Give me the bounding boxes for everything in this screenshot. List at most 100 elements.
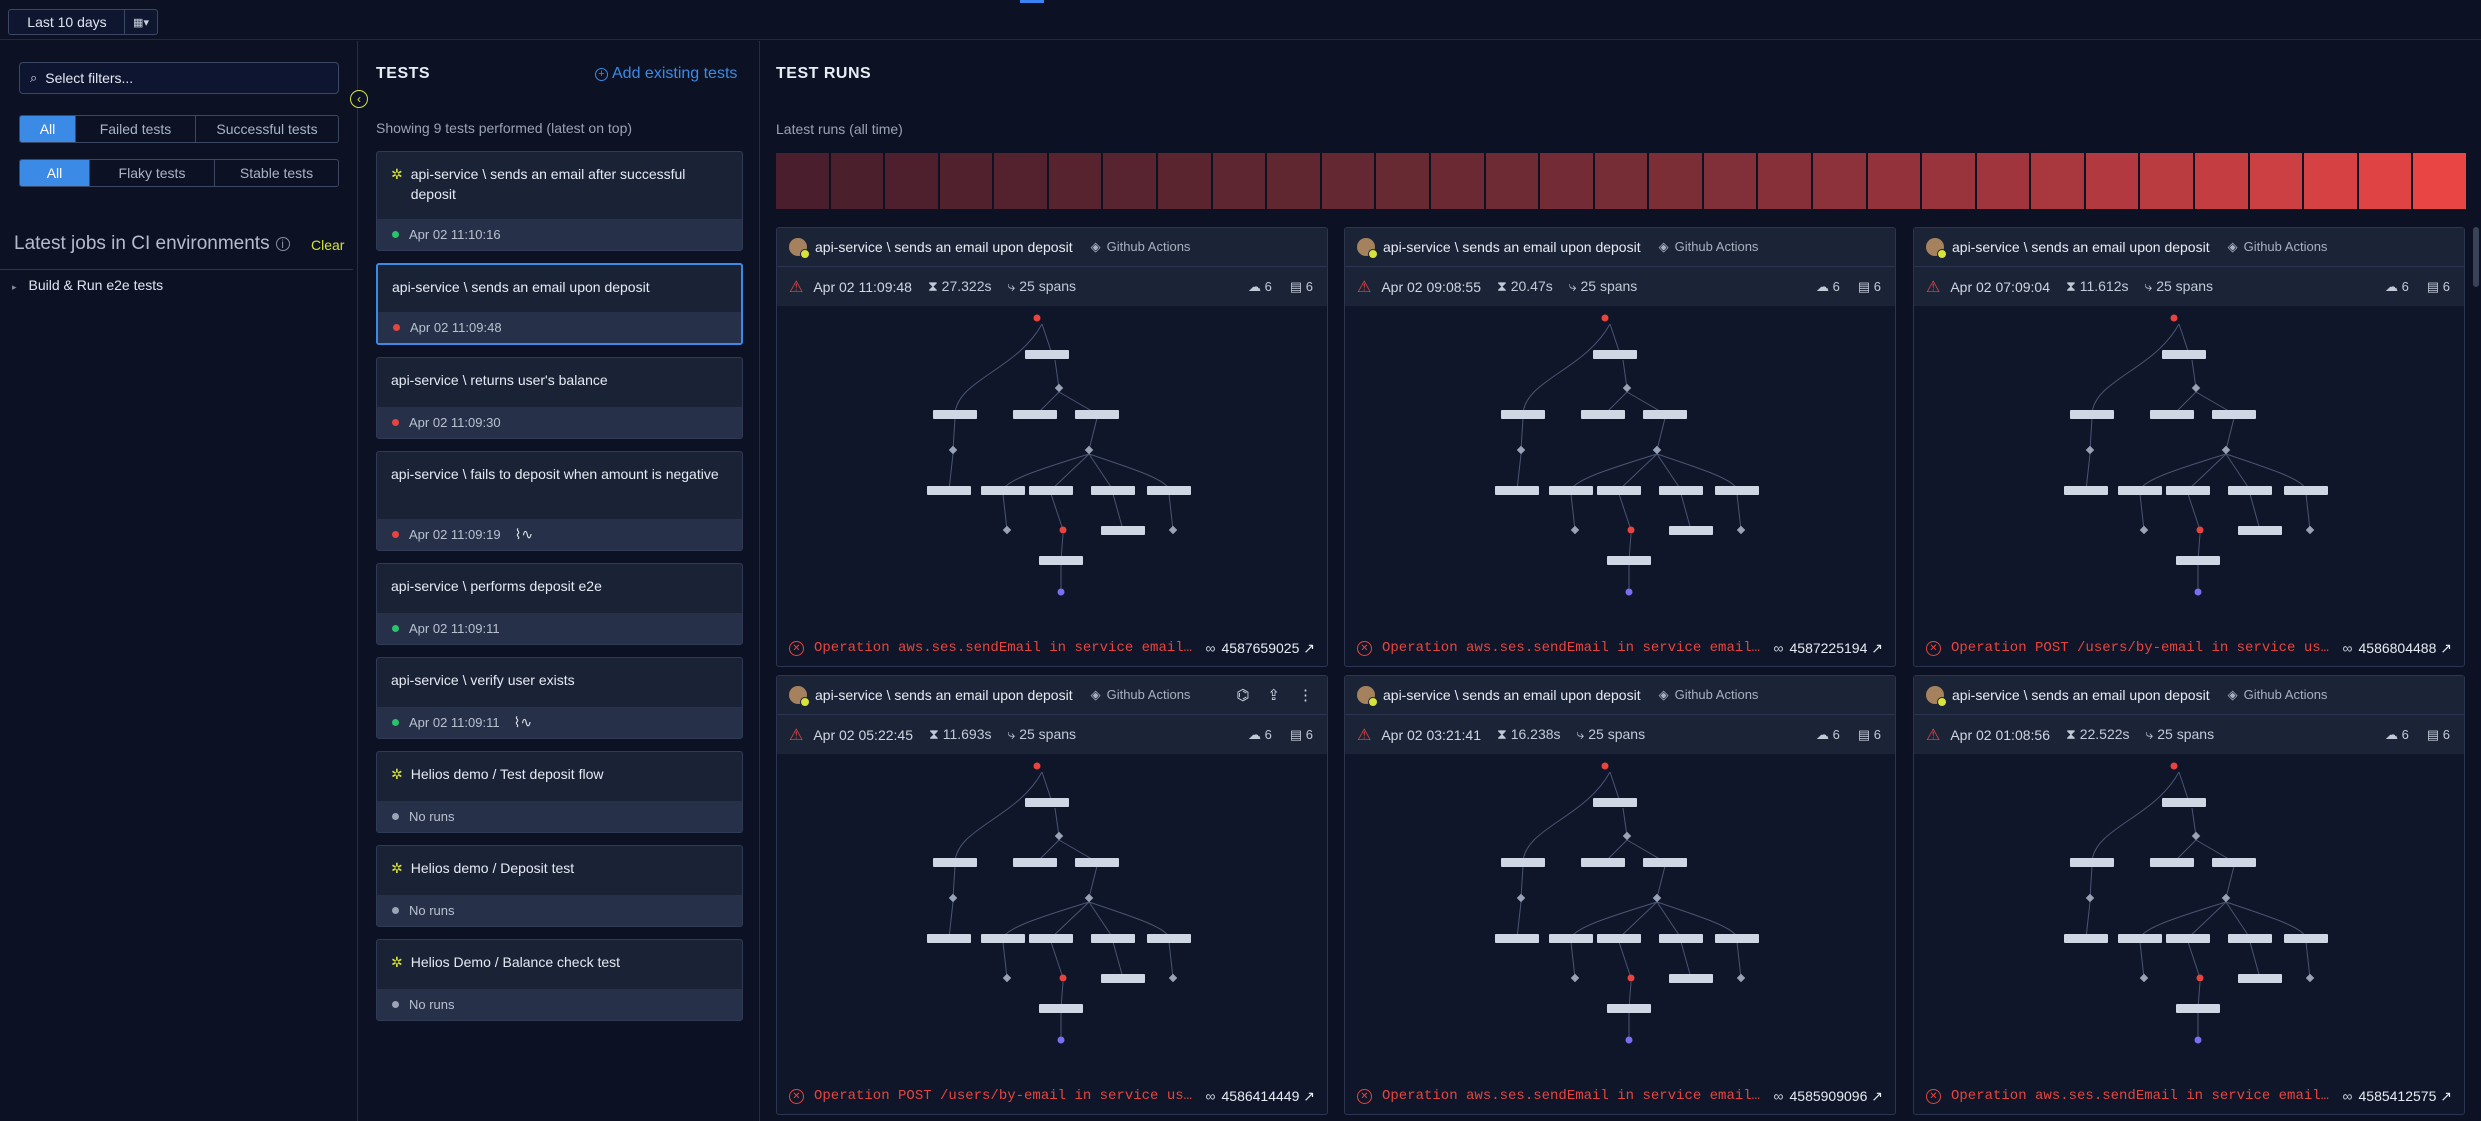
graph-view-icon[interactable]: ⌬ (1236, 687, 1250, 704)
scrollbar[interactable] (2473, 227, 2479, 287)
run-history-bar[interactable] (1867, 153, 1921, 209)
more-options-icon[interactable]: ⋮ (1298, 687, 1313, 704)
status-dot (392, 625, 399, 632)
warning-icon: ⚠ (1926, 278, 1941, 296)
run-history-bar[interactable] (1703, 153, 1757, 209)
run-history-bar[interactable] (994, 153, 1047, 209)
run-id-link[interactable]: ∞ 4587225194 ↗ (1774, 640, 1883, 657)
run-history-bar[interactable] (1922, 153, 1975, 209)
run-history-bar[interactable] (1376, 153, 1429, 209)
collapse-panel-button[interactable]: ‹ (350, 90, 368, 108)
tab-all-stability[interactable]: All (20, 160, 90, 186)
test-last-run: Apr 02 11:09:19 (409, 527, 501, 542)
run-history-bar[interactable] (1976, 153, 2030, 209)
trace-graph[interactable] (1345, 310, 1897, 630)
tab-successful-tests[interactable]: Successful tests (216, 121, 318, 137)
run-history-bar[interactable] (1267, 153, 1320, 209)
test-card[interactable]: ✲ Helios Demo / Balance check test No run… (376, 939, 743, 1021)
test-card[interactable]: ✲ Helios demo / Test deposit flow No runs (376, 751, 743, 833)
trace-graph[interactable] (777, 758, 1329, 1078)
infinity-icon: ∞ (1205, 1087, 1216, 1104)
avatar (1357, 238, 1378, 259)
run-history-bar[interactable] (1321, 153, 1375, 209)
test-card-title: ✲ Helios Demo / Balance check test (377, 940, 742, 972)
status-dot (393, 324, 400, 331)
add-existing-tests-link[interactable]: + Add existing tests (595, 65, 737, 83)
test-card[interactable]: ✲ api-service \ sends an email after succ… (376, 151, 743, 251)
run-history-bar[interactable] (1594, 153, 1648, 209)
run-history-bar[interactable] (2249, 153, 2303, 209)
ci-source: ◈ Github Actions (1659, 239, 1759, 255)
test-run-card[interactable]: api-service \ sends an email upon deposi… (1344, 675, 1896, 1115)
run-history-bar[interactable] (1758, 153, 1811, 209)
run-history-bar[interactable] (1048, 153, 1102, 209)
trace-graph[interactable] (1914, 758, 2466, 1078)
run-history-bar[interactable] (2358, 153, 2412, 209)
tab-all-status[interactable]: All (20, 116, 76, 142)
db-count-value: 6 (2442, 726, 2450, 742)
trace-graph[interactable] (777, 310, 1329, 630)
run-history-bar[interactable] (1485, 153, 1539, 209)
run-counts: ☁ 6 ▤ 6 (1816, 279, 1881, 295)
test-run-card[interactable]: api-service \ sends an email upon deposi… (776, 227, 1328, 667)
time-range-button[interactable]: Last 10 days (8, 9, 126, 35)
tab-failed-tests[interactable]: Failed tests (76, 116, 196, 142)
test-card[interactable]: api-service \ verify user exists Apr 02 … (376, 657, 743, 739)
run-duration-value: 11.612s (2079, 278, 2129, 294)
run-card-header: api-service \ sends an email upon deposi… (777, 228, 1327, 266)
trace-graph[interactable] (1345, 758, 1897, 1078)
test-run-card[interactable]: api-service \ sends an email upon deposi… (1913, 675, 2465, 1115)
run-history-bar[interactable] (1212, 153, 1266, 209)
run-history-bar[interactable] (1540, 153, 1593, 209)
tab-stable-tests[interactable]: Stable tests (239, 165, 314, 181)
test-card[interactable]: ✲ Helios demo / Deposit test No runs (376, 845, 743, 927)
run-history-bar[interactable] (1103, 153, 1157, 209)
ci-job-item[interactable]: ▸ Build & Run e2e tests (12, 277, 163, 293)
run-id-link[interactable]: ∞ 4585909096 ↗ (1774, 1088, 1883, 1105)
run-history-bar[interactable] (1812, 153, 1866, 209)
cloud-icon: ☁ (1816, 726, 1833, 742)
share-icon[interactable]: ⇪ (1267, 687, 1280, 704)
run-history-bar[interactable] (1158, 153, 1211, 209)
stability-filter-tabs: All Flaky tests Stable tests (19, 159, 339, 187)
trace-graph[interactable] (1914, 310, 2466, 630)
run-history-bar[interactable] (2140, 153, 2194, 209)
run-id-link[interactable]: ∞ 4585412575 ↗ (2343, 1088, 2452, 1105)
test-runs-panel: TEST RUNS Latest runs (all time) api-ser… (761, 41, 2481, 1121)
run-history-bar[interactable] (1649, 153, 1702, 209)
run-history-bar[interactable] (2031, 153, 2084, 209)
test-card[interactable]: api-service \ fails to deposit when amou… (376, 451, 743, 551)
run-duration-value: 16.238s (1510, 726, 1561, 742)
run-history-bar[interactable] (2304, 153, 2357, 209)
flaky-icon: ⌇∿ (513, 714, 533, 730)
run-history-bar[interactable] (776, 153, 829, 209)
run-error: ✕ Operation aws.ses.sendEmail in service… (777, 630, 1327, 666)
run-history-bar[interactable] (2195, 153, 2248, 209)
test-run-card[interactable]: api-service \ sends an email upon deposi… (776, 675, 1328, 1115)
test-card[interactable]: api-service \ sends an email upon deposi… (376, 263, 743, 345)
flaky-icon: ⌇∿ (514, 526, 534, 542)
clear-button[interactable]: Clear (311, 237, 345, 253)
run-history-bar[interactable] (2085, 153, 2139, 209)
run-history-bar[interactable] (2413, 153, 2466, 209)
test-last-run: Apr 02 11:09:11 (409, 715, 500, 730)
tab-flaky-tests[interactable]: Flaky tests (90, 160, 215, 186)
calendar-button[interactable]: ▦ ▾ (124, 9, 158, 35)
run-id-link[interactable]: ∞ 4586414449 ↗ (1206, 1088, 1315, 1105)
error-icon: ✕ (789, 1088, 804, 1104)
info-icon[interactable]: i (275, 236, 290, 251)
run-actions: ⌬ ⇪ ⋮ (1236, 686, 1313, 704)
database-icon: ▤ (1857, 726, 1874, 742)
test-card[interactable]: api-service \ returns user's balance Apr… (376, 357, 743, 439)
run-id-link[interactable]: ∞ 4587659025 ↗ (1206, 640, 1315, 657)
run-history-bar[interactable] (830, 153, 884, 209)
filter-search-input[interactable]: ⌕ Select filters... (19, 62, 339, 94)
run-counts: ☁ 6 ▤ 6 (1248, 727, 1313, 743)
test-run-card[interactable]: api-service \ sends an email upon deposi… (1344, 227, 1896, 667)
run-history-bar[interactable] (939, 153, 993, 209)
run-history-bar[interactable] (1430, 153, 1484, 209)
test-run-card[interactable]: api-service \ sends an email upon deposi… (1913, 227, 2465, 667)
run-history-bar[interactable] (885, 153, 938, 209)
test-card[interactable]: api-service \ performs deposit e2e Apr 0… (376, 563, 743, 645)
run-id-link[interactable]: ∞ 4586804488 ↗ (2343, 640, 2452, 657)
